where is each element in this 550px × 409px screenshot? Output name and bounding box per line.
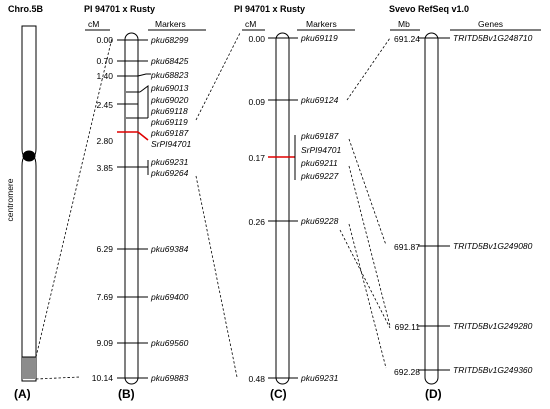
panel-d: Svevo RefSeq v1.0 Mb Genes 691.24 691.87… [389,4,541,401]
position-label: 10.14 [92,373,114,383]
marker-label: pku69187 [150,128,189,138]
marker-label: pku69231 [300,373,339,383]
marker-label: pku69560 [150,338,189,348]
position-label: 7.69 [96,292,113,302]
panel-c-unit: cM [245,19,256,29]
marker-label: pku68823 [150,70,189,80]
position-label: 0.09 [248,97,265,107]
panel-b-unit: cM [88,19,99,29]
marker-label: SrPI94701 [151,139,191,149]
marker-label: pku69124 [300,95,339,105]
marker-label: pku68425 [150,56,189,66]
marker-label: pku69231 [150,157,189,167]
position-label: 2.80 [96,136,113,146]
panel-b-markers-header: Markers [155,19,186,29]
zoom-line-a-bottom [35,376,81,380]
marker-label: pku68299 [150,35,189,45]
panel-a-label: (A) [14,387,31,401]
position-label: 691.24 [394,34,420,44]
position-label: 2.45 [96,100,113,110]
gene-label: TRITD5Bv1G248710 [453,33,533,43]
zoom-line-c-d [348,138,387,246]
chromosome-outline [21,25,37,382]
marker-label: pku69264 [150,168,189,178]
panel-c-markers-header: Markers [306,19,337,29]
position-label: 1.40 [96,71,113,81]
zoom-line-c-d [339,229,391,329]
position-label: 6.29 [96,244,113,254]
zoom-line-b-bottom [195,175,238,378]
panel-d-label: (D) [425,387,442,401]
zoom-line-a-top [35,37,113,358]
marker-label: pku69187 [300,131,339,141]
panel-d-title: Svevo RefSeq v1.0 [389,4,469,14]
linkage-group-c [275,32,290,385]
marker-label: pku69227 [300,171,339,181]
marker-label: pku69384 [150,244,189,254]
gene-label: TRITD5Bv1G249280 [453,321,533,331]
zoom-line-c-d [346,37,391,101]
linkage-group-b [124,32,139,385]
zoom-line-c-d [348,223,387,369]
position-label: 692.11 [395,322,421,332]
gene-label: TRITD5Bv1G249080 [453,241,533,251]
panel-d-genes-header: Genes [478,19,503,29]
marker-label: pku69400 [150,292,189,302]
panel-b: PI 94701 x Rusty cM Markers 0.00 0.70 1.… [84,4,206,401]
marker-label: pku69883 [150,373,189,383]
panel-c-title: PI 94701 x Rusty [234,4,305,14]
panel-a: Chro.5B centromere (A) [5,4,44,401]
panel-d-unit: Mb [398,19,410,29]
position-label: 0.48 [248,374,265,384]
tick-bracket [139,85,149,119]
panel-c-label: (C) [270,387,287,401]
position-label: 0.70 [96,56,113,66]
centromere-label: centromere [5,178,15,221]
panel-b-label: (B) [118,387,135,401]
panel-a-title: Chro.5B [8,4,44,14]
position-label: 3.85 [96,163,113,173]
position-label: 9.09 [96,338,113,348]
gene-label: TRITD5Bv1G249360 [453,365,533,375]
position-label: 0.00 [96,35,113,45]
resistance-gene-tick [117,131,149,141]
target-region [22,357,36,379]
marker-label: pku69211 [300,158,338,168]
marker-label: pku69119 [300,33,338,43]
position-label: 0.17 [248,153,265,163]
position-label: 0.26 [248,217,265,227]
position-label: 691.87 [394,242,420,252]
zoom-line-c-d [348,165,391,327]
marker-label: pku69013 [150,83,189,93]
panel-c: PI 94701 x Rusty cM Markers 0.00 0.09 0.… [234,4,355,401]
position-label: 692.28 [394,367,420,377]
centromere-dot [22,150,36,162]
position-label: 0.00 [248,34,265,44]
marker-label: pku69118 [150,106,188,116]
panel-b-title: PI 94701 x Rusty [84,4,155,14]
marker-label: SrPI94701 [301,145,341,155]
marker-label: pku69020 [150,95,189,105]
marker-label: pku69228 [300,216,339,226]
marker-label: pku69119 [150,117,188,127]
reference-chromosome-d [424,32,439,385]
tick-connector [137,73,151,77]
zoom-line-b-top [195,32,241,121]
